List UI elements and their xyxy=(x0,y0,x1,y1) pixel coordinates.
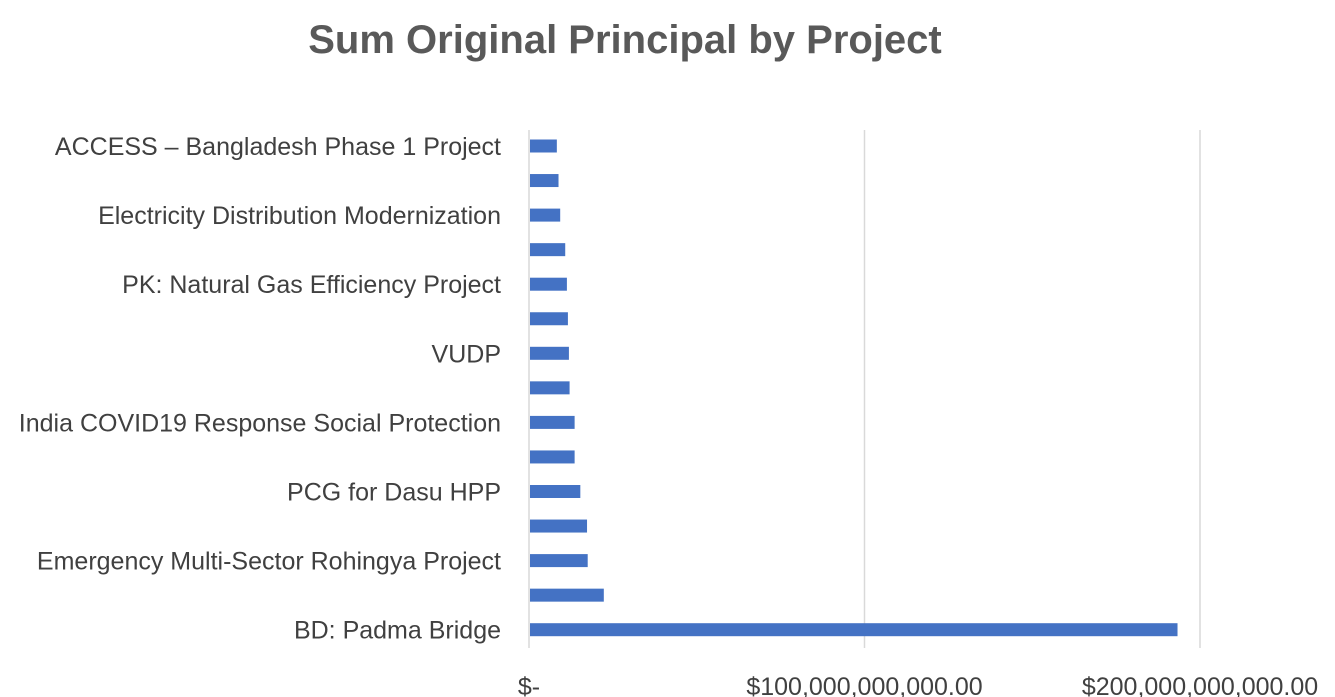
chart-title: Sum Original Principal by Project xyxy=(308,18,942,62)
bar-10 xyxy=(530,485,581,498)
bar-5 xyxy=(530,312,568,326)
bar-12 xyxy=(530,554,588,568)
bar-14 xyxy=(530,623,1178,637)
category-label-0: ACCESS – Bangladesh Phase 1 Project xyxy=(55,133,501,161)
bar-13 xyxy=(530,588,604,602)
bar-8 xyxy=(530,415,575,429)
bar-1 xyxy=(530,174,559,188)
bar-0 xyxy=(530,139,557,153)
bar-3 xyxy=(530,243,566,257)
category-label-10: PCG for Dasu HPP xyxy=(287,479,501,507)
category-label-8: India COVID19 Response Social Protection xyxy=(19,409,501,437)
bar-6 xyxy=(530,346,569,360)
bar-2 xyxy=(530,208,561,222)
bar-11 xyxy=(530,519,588,533)
x-tick-label-1: $100,000,000,000.00 xyxy=(746,673,982,697)
category-label-2: Electricity Distribution Modernization xyxy=(98,202,501,230)
category-label-14: BD: Padma Bridge xyxy=(294,617,501,645)
x-tick-label-0: $- xyxy=(518,673,540,697)
x-tick-label-2: $200,000,000,000.00 xyxy=(1082,673,1318,697)
bar-9 xyxy=(530,450,575,464)
bar-7 xyxy=(530,381,570,395)
category-label-4: PK: Natural Gas Efficiency Project xyxy=(122,271,501,299)
bar-4 xyxy=(530,277,567,291)
category-label-6: VUDP xyxy=(432,340,501,368)
category-label-12: Emergency Multi-Sector Rohingya Project xyxy=(37,548,501,576)
